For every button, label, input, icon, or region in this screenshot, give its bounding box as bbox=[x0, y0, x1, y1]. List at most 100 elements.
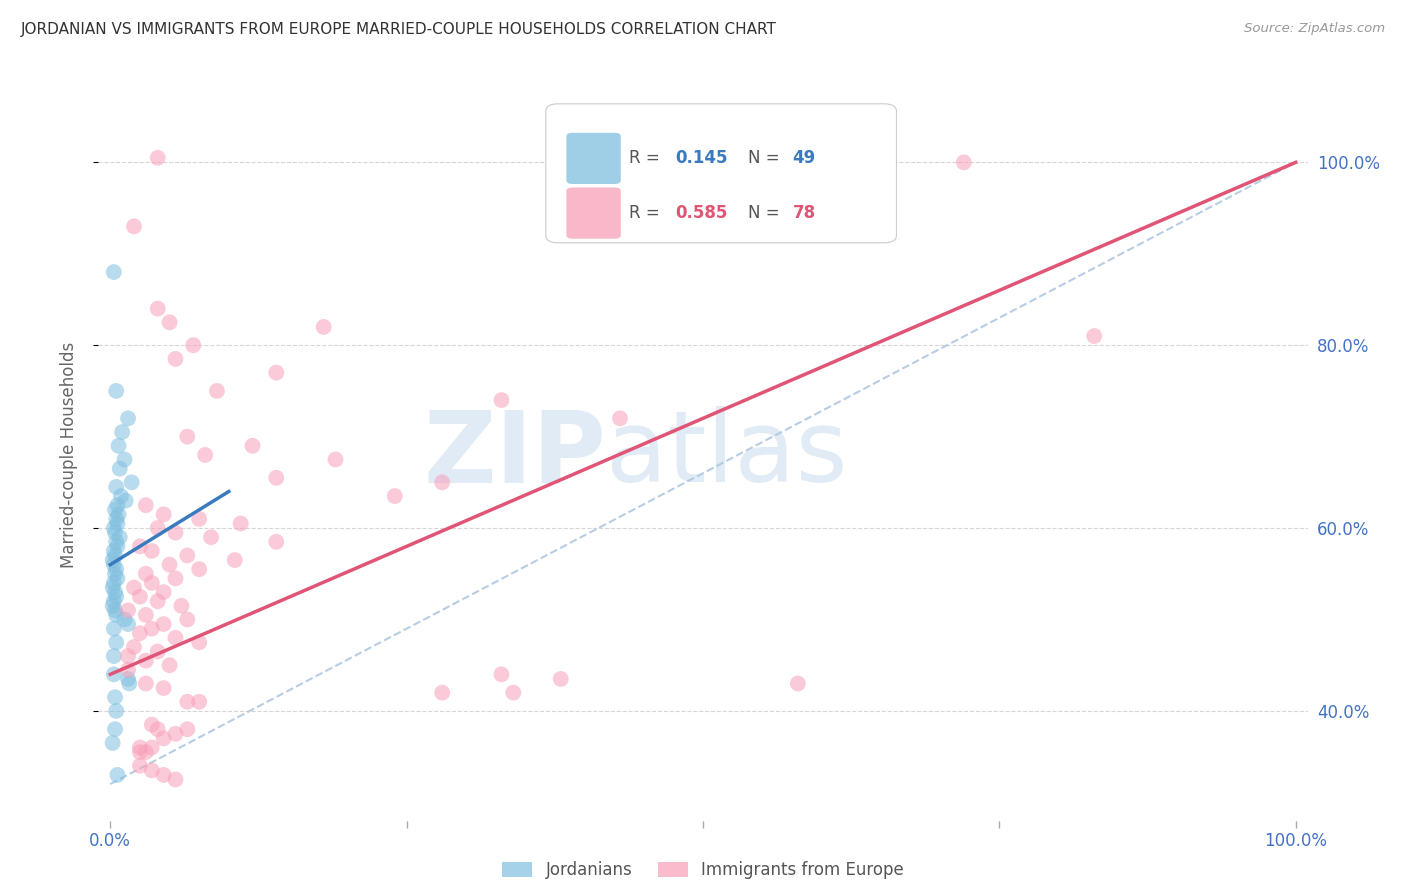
Point bbox=[176, 695, 198, 709]
Point bbox=[117, 672, 139, 686]
Point bbox=[105, 539, 128, 553]
Point bbox=[152, 617, 174, 632]
Point bbox=[1083, 329, 1105, 343]
Point bbox=[122, 219, 145, 234]
Point bbox=[146, 301, 169, 316]
Point bbox=[105, 534, 128, 549]
Point bbox=[135, 498, 157, 512]
Y-axis label: Married-couple Households: Married-couple Households bbox=[59, 342, 77, 568]
Text: ZIP: ZIP bbox=[423, 407, 606, 503]
Point bbox=[176, 549, 198, 563]
Point bbox=[129, 745, 152, 759]
Point bbox=[129, 626, 152, 640]
Point bbox=[188, 512, 211, 526]
Text: JORDANIAN VS IMMIGRANTS FROM EUROPE MARRIED-COUPLE HOUSEHOLDS CORRELATION CHART: JORDANIAN VS IMMIGRANTS FROM EUROPE MARR… bbox=[21, 22, 778, 37]
Point bbox=[129, 539, 152, 553]
Point bbox=[176, 723, 198, 737]
Point bbox=[170, 599, 193, 613]
Point bbox=[103, 544, 125, 558]
Point bbox=[432, 475, 454, 490]
Point bbox=[152, 768, 174, 782]
Point bbox=[117, 663, 139, 677]
Point bbox=[114, 613, 136, 627]
Point bbox=[105, 498, 128, 512]
Point bbox=[229, 516, 252, 531]
Point bbox=[104, 525, 127, 540]
Point bbox=[176, 430, 198, 444]
Point bbox=[325, 452, 347, 467]
Point bbox=[135, 566, 157, 581]
Point bbox=[105, 480, 128, 494]
Point bbox=[146, 151, 169, 165]
Point bbox=[181, 338, 204, 352]
Point bbox=[141, 622, 163, 636]
Point bbox=[105, 590, 128, 604]
Point bbox=[146, 644, 169, 658]
Point bbox=[114, 452, 136, 467]
Text: R =: R = bbox=[630, 204, 665, 222]
Point bbox=[118, 676, 141, 690]
Point bbox=[152, 508, 174, 522]
Point bbox=[105, 384, 128, 398]
Point bbox=[205, 384, 228, 398]
Point bbox=[194, 448, 217, 462]
Point bbox=[104, 549, 127, 563]
Text: atlas: atlas bbox=[606, 407, 848, 503]
Point bbox=[165, 571, 187, 585]
Point bbox=[141, 576, 163, 591]
Point bbox=[491, 393, 513, 408]
Point bbox=[114, 493, 136, 508]
Point bbox=[502, 686, 524, 700]
Point bbox=[491, 667, 513, 681]
Point bbox=[104, 503, 127, 517]
Point bbox=[105, 768, 128, 782]
Point bbox=[101, 581, 124, 595]
Point bbox=[141, 717, 163, 731]
Point bbox=[104, 585, 127, 599]
Point bbox=[135, 654, 157, 668]
Text: 49: 49 bbox=[793, 149, 815, 168]
Point bbox=[103, 521, 125, 535]
Point bbox=[152, 731, 174, 746]
Point bbox=[108, 461, 131, 475]
Point bbox=[141, 764, 163, 778]
Point bbox=[609, 411, 631, 425]
Point bbox=[105, 516, 128, 531]
Point bbox=[152, 585, 174, 599]
Point bbox=[101, 553, 124, 567]
Point bbox=[165, 525, 187, 540]
Point bbox=[105, 635, 128, 649]
Point bbox=[117, 411, 139, 425]
Point bbox=[141, 740, 163, 755]
Text: 0.585: 0.585 bbox=[675, 204, 727, 222]
Point bbox=[103, 667, 125, 681]
Point bbox=[122, 581, 145, 595]
Point bbox=[264, 534, 287, 549]
Point bbox=[146, 723, 169, 737]
Point bbox=[117, 617, 139, 632]
Point bbox=[103, 622, 125, 636]
Point bbox=[786, 676, 808, 690]
Point bbox=[108, 530, 131, 544]
Point bbox=[104, 723, 127, 737]
Point bbox=[135, 607, 157, 622]
Point bbox=[200, 530, 222, 544]
Point bbox=[104, 566, 127, 581]
Point bbox=[101, 736, 124, 750]
Point bbox=[159, 658, 181, 673]
Point bbox=[101, 599, 124, 613]
Point bbox=[107, 439, 129, 453]
Point bbox=[952, 155, 974, 169]
Point bbox=[135, 676, 157, 690]
Point bbox=[104, 690, 127, 705]
Point bbox=[550, 672, 572, 686]
Point bbox=[432, 686, 454, 700]
Point bbox=[110, 489, 132, 503]
Point bbox=[176, 613, 198, 627]
Text: N =: N = bbox=[748, 149, 785, 168]
Point bbox=[135, 745, 157, 759]
Point bbox=[105, 571, 128, 585]
Point bbox=[117, 603, 139, 617]
Point bbox=[103, 558, 125, 572]
FancyBboxPatch shape bbox=[546, 103, 897, 243]
